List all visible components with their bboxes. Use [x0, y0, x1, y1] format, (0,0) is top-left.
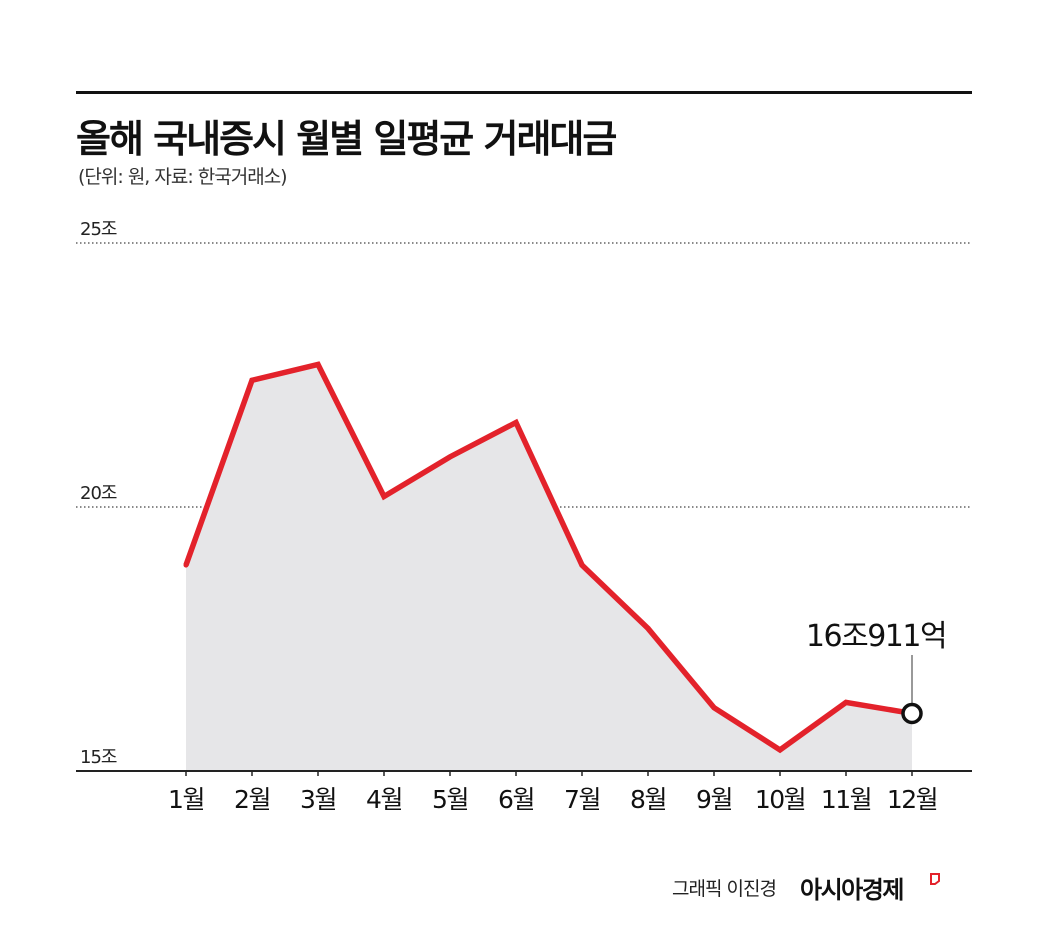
data-point: [381, 493, 387, 499]
x-tick-label: 11월: [821, 785, 871, 814]
callout-label: 16조911억: [806, 619, 946, 654]
data-point: [183, 562, 189, 568]
data-point: [447, 454, 453, 460]
line-layer: [183, 361, 915, 754]
data-point: [645, 625, 651, 631]
x-tick-label: 4월: [366, 785, 402, 814]
graphic-credit: 그래픽 이진경: [672, 878, 777, 900]
axis-layer: [76, 770, 972, 776]
data-point: [843, 699, 849, 705]
data-point: [249, 377, 255, 383]
y-tick-label: 25조: [80, 219, 117, 240]
data-point: [777, 747, 783, 753]
chart-title: 올해 국내증시 월별 일평균 거래대금: [76, 117, 617, 161]
x-tick-label: 5월: [432, 785, 468, 814]
brand-logo: 아시아경제: [800, 876, 904, 904]
area-fill: [186, 364, 912, 771]
y-tick-label: 15조: [80, 747, 117, 768]
series-line: [183, 361, 913, 754]
x-tick-label: 10월: [755, 785, 805, 814]
x-tick-label: 3월: [300, 785, 336, 814]
x-tick-label: 8월: [630, 785, 666, 814]
top-rule: [76, 91, 972, 94]
last-point-marker: [901, 702, 923, 725]
x-tick-label: 7월: [564, 785, 600, 814]
data-point: [711, 705, 717, 711]
data-point: [315, 361, 321, 367]
chart-subtitle: (단위: 원, 자료: 한국거래소): [78, 166, 288, 188]
data-point: [579, 562, 585, 568]
y-tick-label: 20조: [80, 483, 117, 504]
x-tick-label: 6월: [498, 785, 534, 814]
data-point: [513, 420, 519, 426]
x-tick-label: 2월: [234, 785, 270, 814]
brand-mark-icon: [930, 873, 940, 885]
area-layer: [186, 364, 912, 771]
x-tick-label: 1월: [168, 785, 204, 814]
x-tick-label: 12월: [887, 785, 937, 814]
label-layer: 15조 20조 25조 1월 2월 3월 4월 5월 6월 7월 8월 9월 10월 11월 12월 16조9…: [80, 219, 948, 814]
x-tick-label: 9월: [696, 785, 732, 814]
